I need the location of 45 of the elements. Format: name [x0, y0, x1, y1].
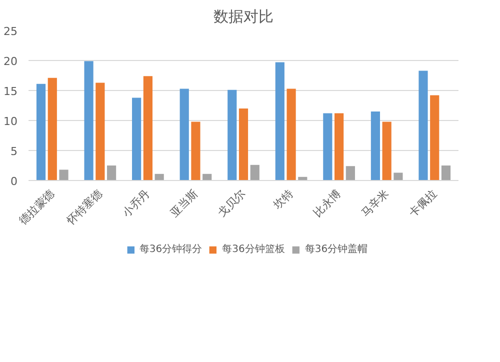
bar: [334, 113, 344, 180]
bar: [154, 174, 164, 180]
bar: [132, 98, 142, 180]
bar: [59, 170, 68, 180]
bar: [370, 112, 380, 180]
bar: [180, 88, 189, 180]
bar: [238, 108, 248, 180]
legend-label: 每36分钟篮板: [222, 242, 285, 256]
bar: [430, 95, 440, 180]
bar: [382, 122, 392, 180]
y-tick-label: 15: [4, 85, 18, 98]
bar: [191, 122, 200, 180]
x-tick-label: 德拉蒙德: [16, 186, 57, 228]
x-tick-label: 戈贝尔: [216, 186, 248, 220]
x-tick-label: 怀特塞德: [64, 186, 105, 228]
x-tick-label: 小乔丹: [120, 186, 153, 220]
x-tick-label: 比永博: [311, 186, 344, 220]
bar: [143, 76, 152, 180]
bar: [441, 166, 451, 180]
chart-title: 数据对比: [214, 8, 274, 26]
legend-label: 每36分钟盖帽: [304, 242, 368, 256]
y-tick-label: 0: [10, 175, 18, 188]
x-tick-label: 坎特: [270, 186, 296, 212]
bar: [106, 166, 116, 180]
bar: [96, 82, 105, 180]
bar: [250, 164, 260, 180]
legend-label: 每36分钟得分: [139, 242, 202, 256]
bar: [228, 90, 237, 180]
x-tick-label: 亚当斯: [168, 186, 200, 220]
y-tick-label: 5: [10, 145, 18, 158]
bar: [323, 113, 332, 180]
x-tick-label: 马辛米: [358, 186, 392, 220]
bar: [286, 88, 296, 180]
bar: [418, 70, 428, 180]
x-tick-label: 卡佩拉: [406, 186, 440, 220]
bar: [394, 172, 403, 180]
bar: [275, 62, 284, 180]
bar: [346, 166, 355, 180]
bar: [84, 61, 94, 180]
y-tick-label: 20: [4, 55, 18, 68]
bar: [36, 84, 46, 180]
y-tick-label: 25: [4, 25, 18, 38]
y-tick-label: 10: [4, 115, 18, 128]
bar: [202, 174, 212, 180]
bar: [48, 78, 57, 180]
